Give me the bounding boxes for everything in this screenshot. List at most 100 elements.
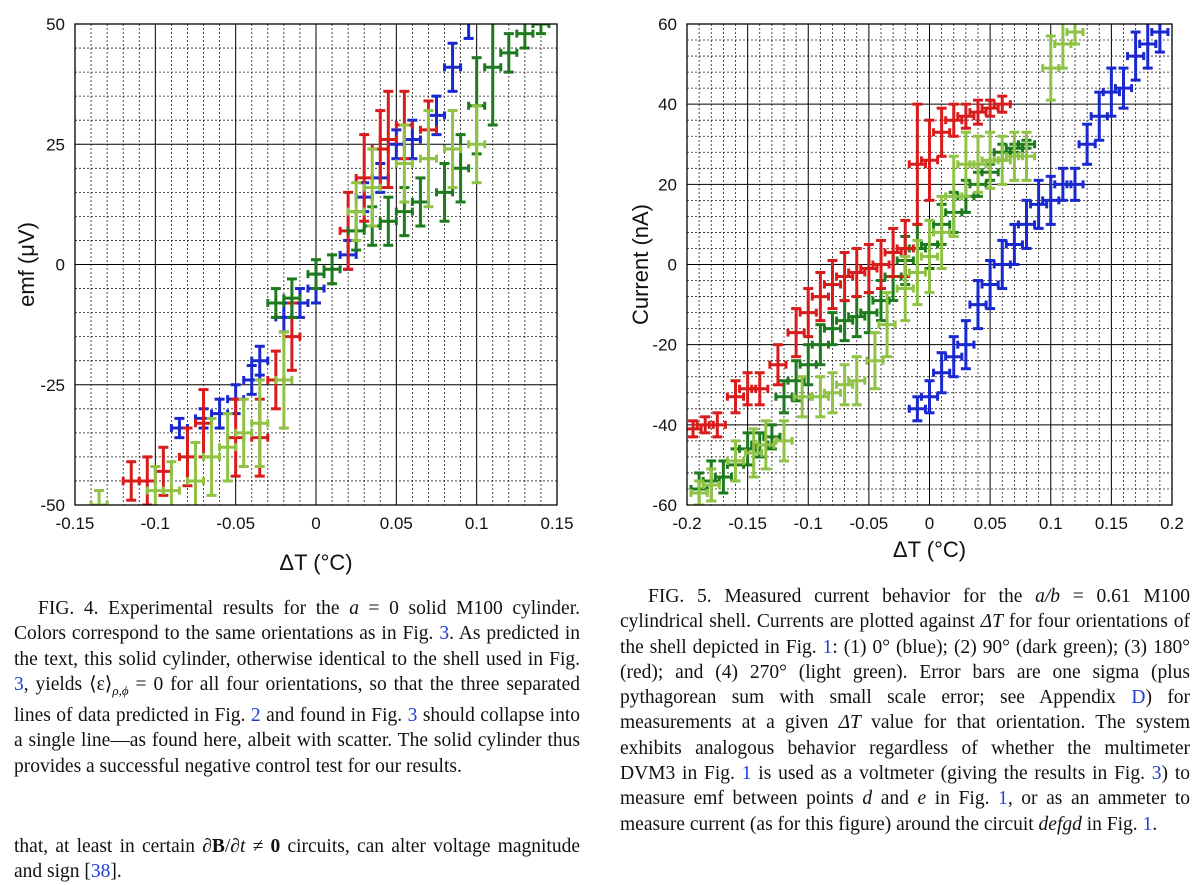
y-tick-label: -25 (40, 376, 65, 395)
x-tick-label: 0.15 (540, 514, 573, 533)
data-point (822, 258, 843, 311)
y-tick-label: -40 (652, 416, 677, 435)
data-point (1065, 166, 1085, 202)
caption-text: . (1152, 813, 1158, 835)
data-point (185, 440, 206, 505)
data-point (956, 319, 976, 371)
data-point (250, 378, 270, 469)
caption-text: , yields ⟨ε⟩ (23, 673, 113, 695)
y-tick-label: 40 (658, 95, 677, 114)
figure-4-caption: FIG. 4. Experimental results for the a =… (14, 596, 580, 779)
ref-link-fig3[interactable]: 3 (14, 673, 24, 695)
ref-link-fig3[interactable]: 3 (1151, 763, 1162, 785)
ref-link-fig3[interactable]: 3 (407, 705, 418, 727)
data-point (378, 195, 398, 247)
x-tick-label: 0 (925, 514, 934, 533)
data-point (266, 287, 286, 319)
caption-math: e (917, 788, 927, 810)
ref-link-appendix-d[interactable]: D (1131, 687, 1146, 709)
caption-math: d (862, 788, 873, 810)
data-point (274, 330, 294, 430)
ref-link-fig1[interactable]: 1 (998, 788, 1008, 810)
data-point (847, 246, 867, 299)
data-point (944, 102, 964, 138)
data-point (1053, 24, 1073, 70)
data-point (226, 397, 246, 478)
data-point (1041, 34, 1061, 102)
data-point (810, 375, 830, 419)
data-point (932, 351, 952, 395)
ref-link-fig1[interactable]: 1 (822, 636, 833, 658)
caption-label: FIG. 4. (38, 598, 99, 619)
data-point (725, 379, 746, 415)
data-point (218, 412, 238, 483)
data-point (1101, 66, 1121, 118)
data-point (992, 238, 1012, 291)
data-point (968, 279, 988, 331)
data-point (463, 24, 474, 40)
data-point (418, 109, 438, 209)
data-point (1065, 24, 1085, 46)
body-text: ≠ (245, 836, 271, 857)
ref-link-fig1[interactable]: 1 (741, 763, 752, 785)
data-point (443, 41, 463, 93)
data-point (483, 24, 503, 127)
ref-link-38[interactable]: 38 (90, 861, 111, 883)
ref-link-fig3[interactable]: 3 (439, 623, 450, 645)
data-point (701, 467, 721, 503)
caption-text: should collapse into a single line—as fo… (14, 705, 580, 777)
figure-4-x-axis-label: ΔT (°C) (279, 550, 352, 575)
caption-text: is used as a voltmeter (giving the resul… (751, 763, 1152, 785)
data-point (895, 254, 915, 323)
data-point (1004, 222, 1024, 266)
y-tick-label: 20 (658, 175, 677, 194)
data-point (859, 242, 879, 295)
data-point (1113, 66, 1134, 110)
figure-4-data (89, 24, 551, 505)
caption-text: : (1) 0° (blue); (2) 90° (dark green); (… (620, 636, 1190, 709)
figure-4-ticks: -0.15 -0.1 -0.05 0 0.05 0.1 0.15 50 25 0 -25 -50 (40, 15, 573, 533)
figure-4-y-axis-label: emf (μV) (14, 222, 39, 307)
x-tick-label: -0.1 (794, 514, 823, 533)
x-tick-label: 0.05 (380, 514, 413, 533)
data-point (810, 271, 830, 323)
data-point (883, 226, 903, 279)
body-math: B (211, 836, 225, 857)
data-point (89, 489, 109, 505)
caption-text: Experimental results for the (108, 598, 350, 619)
data-point (1150, 24, 1170, 54)
ref-link-fig1[interactable]: 1 (1142, 813, 1153, 835)
ref-link-fig2[interactable]: 2 (250, 705, 261, 727)
data-point (992, 134, 1012, 186)
caption-text: ) to measure emf between points (620, 763, 1190, 810)
caption-math: a/b (1035, 586, 1061, 607)
data-point (1016, 130, 1037, 182)
data-point (695, 415, 715, 435)
body-text: ]. (110, 861, 122, 883)
y-tick-label: -60 (652, 496, 677, 515)
data-point (822, 371, 843, 415)
x-tick-label: 0.15 (1095, 514, 1128, 533)
body-text: /∂ (224, 836, 240, 857)
y-tick-label: 50 (46, 15, 65, 34)
caption-text: for four orientations of the shell depic… (620, 611, 1190, 658)
data-point (1138, 24, 1158, 70)
data-point (774, 419, 794, 463)
data-point (798, 343, 818, 387)
y-tick-label: -20 (652, 336, 677, 355)
data-point (386, 128, 406, 161)
data-point (1089, 90, 1109, 142)
figure-5-frame (686, 23, 1173, 506)
figure-4-frame (74, 23, 558, 506)
caption-text: ) for measurements at a given (620, 687, 1190, 734)
y-tick-label: 0 (668, 256, 677, 275)
data-point (707, 411, 727, 439)
caption-text: , or as an ammeter to measure current (a… (620, 788, 1191, 835)
data-point (531, 24, 551, 36)
data-point (956, 102, 976, 130)
x-tick-label: -0.05 (850, 514, 889, 533)
y-tick-label: -50 (40, 496, 65, 515)
y-tick-label: 25 (46, 135, 65, 154)
data-point (499, 32, 519, 74)
data-point (768, 343, 788, 387)
